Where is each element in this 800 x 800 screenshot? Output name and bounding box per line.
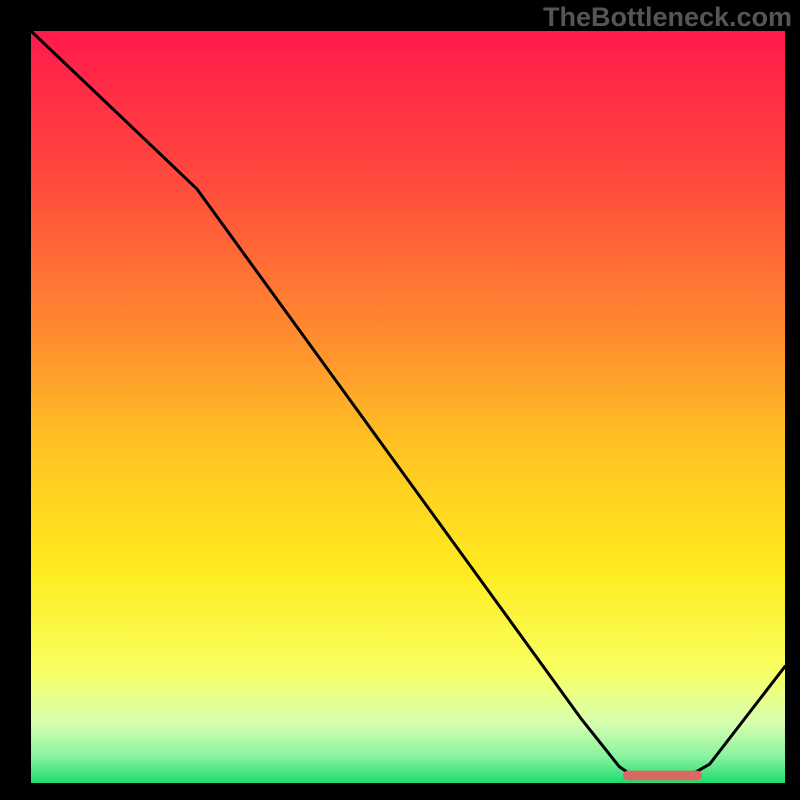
chart-container: TheBottleneck.com: [0, 0, 800, 800]
plot-area: [31, 31, 785, 783]
optimal-range-marker: [623, 771, 702, 781]
watermark-text: TheBottleneck.com: [543, 2, 792, 33]
gradient-background: [31, 31, 785, 783]
curve-svg: [31, 31, 785, 783]
